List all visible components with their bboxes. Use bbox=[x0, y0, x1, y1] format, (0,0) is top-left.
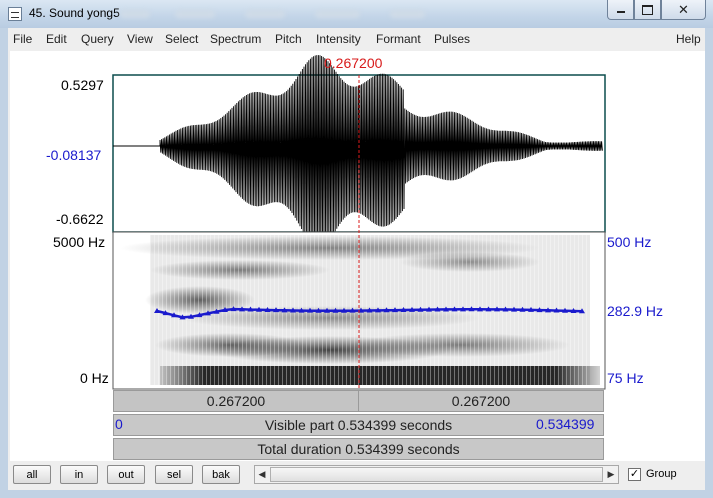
blurred-title-region bbox=[315, 10, 360, 18]
zoom-all-button[interactable]: all bbox=[13, 465, 51, 484]
menu-formant[interactable]: Formant bbox=[376, 32, 421, 46]
menu-intensity[interactable]: Intensity bbox=[316, 32, 361, 46]
visible-end-label: 0.534399 bbox=[536, 416, 595, 432]
spectrum-top-freq-label: 5000 Hz bbox=[53, 234, 106, 250]
visible-part-label: Visible part 0.534399 seconds bbox=[264, 417, 453, 433]
menu-help[interactable]: Help bbox=[676, 32, 701, 46]
menu-bar: File Edit Query View Select Spectrum Pit… bbox=[8, 29, 705, 49]
group-checkbox[interactable]: ✓ bbox=[628, 468, 641, 481]
zoom-out-button[interactable]: out bbox=[107, 465, 145, 484]
menu-query[interactable]: Query bbox=[81, 32, 114, 46]
pitch-top-label: 500 Hz bbox=[607, 234, 652, 250]
visible-part-bar[interactable]: Visible part 0.534399 seconds bbox=[113, 414, 604, 436]
blurred-title-region bbox=[175, 10, 215, 18]
maximize-button[interactable] bbox=[634, 0, 661, 20]
close-button[interactable]: ✕ bbox=[661, 0, 706, 20]
blurred-title-region bbox=[120, 10, 150, 18]
waveform-max-label: 0.5297 bbox=[61, 77, 104, 93]
menu-view[interactable]: View bbox=[127, 32, 153, 46]
pitch-points bbox=[154, 306, 585, 320]
scroll-right-arrow-icon[interactable]: ▶ bbox=[607, 469, 615, 479]
segment-bar: 0.267200 0.267200 bbox=[113, 390, 604, 412]
scrollbar-thumb[interactable] bbox=[270, 467, 603, 482]
window-title: 45. Sound yong5 bbox=[29, 6, 120, 20]
pitch-bottom-label: 75 Hz bbox=[607, 370, 644, 386]
segment-left[interactable]: 0.267200 bbox=[114, 391, 359, 411]
segment-right[interactable]: 0.267200 bbox=[451, 393, 511, 409]
cursor-time-label: 0.267200 bbox=[324, 55, 383, 71]
zoom-back-button[interactable]: bak bbox=[202, 465, 240, 484]
menu-spectrum[interactable]: Spectrum bbox=[210, 32, 262, 46]
menu-select[interactable]: Select bbox=[165, 32, 199, 46]
blurred-title-region bbox=[390, 10, 425, 18]
group-label: Group bbox=[646, 468, 677, 480]
total-duration-bar[interactable]: Total duration 0.534399 seconds bbox=[113, 438, 604, 460]
window-frame-right bbox=[705, 28, 713, 498]
zoom-selection-button[interactable]: sel bbox=[155, 465, 193, 484]
waveform-signal bbox=[113, 55, 603, 248]
zoom-in-button[interactable]: in bbox=[60, 465, 98, 484]
visible-start-label: 0 bbox=[115, 416, 123, 432]
window-frame-left bbox=[0, 28, 8, 498]
window-frame-bottom bbox=[0, 490, 713, 498]
pitch-value-label: 282.9 Hz bbox=[607, 303, 664, 319]
spectrum-bottom-freq-label: 0 Hz bbox=[80, 370, 109, 386]
menu-pulses[interactable]: Pulses bbox=[434, 32, 471, 46]
scroll-left-arrow-icon[interactable]: ◀ bbox=[258, 469, 266, 479]
menu-edit[interactable]: Edit bbox=[46, 32, 67, 46]
praat-app-icon bbox=[8, 7, 22, 21]
waveform-min-label: -0.6622 bbox=[56, 211, 104, 227]
title-bar: 45. Sound yong5 ✕ bbox=[0, 0, 713, 28]
horizontal-scrollbar[interactable]: ◀ ▶ bbox=[254, 465, 619, 484]
menu-pitch[interactable]: Pitch bbox=[275, 32, 302, 46]
menu-file[interactable]: File bbox=[13, 32, 33, 46]
blurred-title-region bbox=[245, 10, 285, 18]
waveform-cursor-value: -0.08137 bbox=[46, 147, 102, 163]
total-duration-label: Total duration 0.534399 seconds bbox=[257, 441, 460, 457]
